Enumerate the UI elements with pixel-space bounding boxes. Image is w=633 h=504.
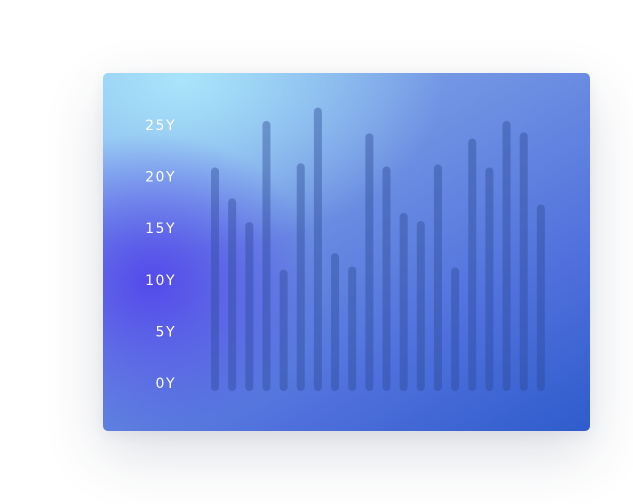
y-tick-label: 5Y [156,324,176,340]
bar-series [211,107,545,391]
y-tick-label: 20Y [145,170,176,186]
chart-card: 0Y 5Y 10Y 15Y 20Y 25Y [103,73,590,431]
y-axis: 0Y 5Y 10Y 15Y 20Y 25Y [145,118,176,392]
y-tick-label: 0Y [156,376,176,392]
y-tick-label: 15Y [145,221,176,237]
y-tick-label: 10Y [145,273,176,289]
y-tick-label: 25Y [145,118,176,134]
bar-chart: 0Y 5Y 10Y 15Y 20Y 25Y [145,107,545,392]
